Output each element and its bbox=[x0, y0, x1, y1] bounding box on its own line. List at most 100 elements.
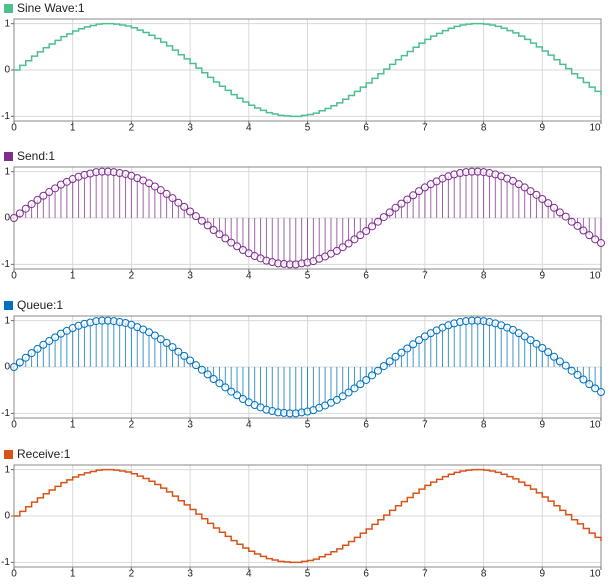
x-tick-label: 5 bbox=[305, 123, 311, 134]
stem bbox=[33, 195, 42, 218]
stem bbox=[555, 208, 564, 218]
stem bbox=[227, 218, 236, 247]
legend-label: Receive:1 bbox=[17, 447, 71, 461]
stem bbox=[461, 168, 470, 218]
x-tick-label: 5 bbox=[305, 420, 311, 431]
stem bbox=[203, 367, 212, 379]
stem bbox=[15, 358, 24, 367]
stem bbox=[362, 367, 371, 384]
x-tick-label: 9 bbox=[540, 271, 546, 282]
stem bbox=[573, 367, 582, 379]
stem-marker bbox=[420, 183, 429, 192]
stem bbox=[538, 343, 547, 367]
stem-marker bbox=[544, 199, 553, 208]
stem bbox=[56, 329, 65, 367]
stem bbox=[203, 218, 212, 230]
stem bbox=[508, 325, 517, 367]
stem bbox=[444, 321, 453, 367]
x-tick-label: 4 bbox=[246, 271, 252, 282]
stem-marker bbox=[168, 343, 177, 352]
stem bbox=[403, 344, 412, 367]
x-tick-label: 3 bbox=[187, 569, 193, 580]
x-tick-label: 8 bbox=[481, 271, 487, 282]
stem bbox=[567, 217, 576, 226]
x-tick-label: 9 bbox=[540, 123, 546, 134]
stem bbox=[191, 361, 200, 370]
subplot: Sine Wave:10 1 2 3 4 5 6 7 8 9 10-101 bbox=[1, 1, 602, 134]
stem bbox=[250, 218, 259, 261]
stem-marker bbox=[368, 222, 377, 231]
stem-marker bbox=[156, 186, 165, 195]
stem bbox=[344, 218, 353, 248]
stem-marker bbox=[221, 383, 230, 392]
stem-marker bbox=[350, 384, 359, 393]
stem bbox=[397, 199, 406, 218]
x-tick-label: 10 bbox=[589, 271, 601, 282]
stem bbox=[280, 367, 289, 417]
stem-marker bbox=[550, 203, 559, 212]
stem bbox=[479, 317, 488, 367]
stem-marker bbox=[209, 226, 218, 235]
x-tick-label: 10 bbox=[589, 123, 601, 134]
stem bbox=[10, 214, 18, 222]
stem bbox=[180, 202, 189, 218]
stem-marker bbox=[567, 217, 576, 226]
stem-marker bbox=[573, 221, 582, 230]
stem bbox=[191, 212, 200, 221]
x-tick-label: 4 bbox=[246, 123, 252, 134]
stem bbox=[15, 209, 24, 218]
x-tick-label: 5 bbox=[305, 271, 311, 282]
stem bbox=[362, 218, 371, 235]
stem bbox=[227, 367, 236, 396]
stem bbox=[450, 319, 459, 367]
stem bbox=[150, 331, 159, 367]
stem bbox=[368, 218, 377, 231]
legend-label: Queue:1 bbox=[17, 298, 63, 312]
stem bbox=[597, 367, 605, 397]
stem-marker bbox=[591, 384, 600, 393]
stem bbox=[145, 179, 154, 218]
stem bbox=[544, 348, 553, 367]
stem-marker bbox=[362, 375, 371, 384]
stem bbox=[573, 218, 582, 230]
stem-marker bbox=[191, 361, 200, 370]
stem-marker bbox=[10, 214, 18, 222]
stem bbox=[27, 200, 36, 218]
stem bbox=[92, 168, 101, 218]
stem bbox=[274, 367, 283, 417]
stem bbox=[127, 320, 136, 367]
stem bbox=[350, 218, 359, 244]
stem-marker bbox=[10, 363, 18, 371]
stem bbox=[585, 218, 594, 240]
y-tick-label: 1 bbox=[4, 315, 10, 326]
stem-marker bbox=[145, 328, 154, 337]
x-tick-label: 0 bbox=[11, 123, 17, 134]
stem-marker bbox=[150, 331, 159, 340]
stem-marker bbox=[420, 332, 429, 341]
legend-swatch bbox=[4, 4, 13, 13]
stem bbox=[438, 174, 447, 218]
legend-swatch bbox=[4, 152, 13, 161]
stem bbox=[238, 367, 247, 403]
stem bbox=[409, 191, 418, 218]
stem-marker bbox=[403, 344, 412, 353]
stem-marker bbox=[415, 187, 424, 196]
stem bbox=[315, 218, 324, 263]
stem bbox=[344, 367, 353, 397]
stem-marker bbox=[215, 379, 224, 388]
stem-marker bbox=[145, 179, 154, 188]
stem-marker bbox=[520, 332, 529, 341]
stem bbox=[280, 218, 289, 268]
stem-marker bbox=[561, 212, 570, 221]
stem bbox=[520, 332, 529, 367]
x-tick-label: 1 bbox=[70, 271, 76, 282]
stem bbox=[550, 352, 559, 367]
stem bbox=[544, 199, 553, 218]
stem bbox=[180, 351, 189, 367]
x-tick-label: 1 bbox=[70, 123, 76, 134]
stem-marker bbox=[555, 357, 564, 366]
x-tick-label: 6 bbox=[363, 420, 369, 431]
x-tick-label: 0 bbox=[11, 271, 17, 282]
stem-marker bbox=[532, 339, 541, 348]
x-tick-label: 0 bbox=[11, 420, 17, 431]
